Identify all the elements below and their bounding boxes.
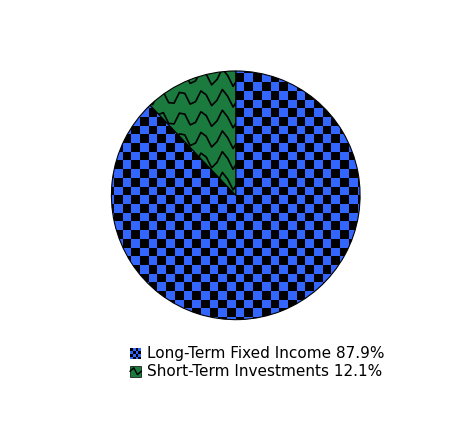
Bar — [138, 351, 141, 354]
Bar — [133, 348, 135, 351]
Bar — [133, 351, 135, 354]
Bar — [138, 357, 141, 359]
Bar — [130, 357, 133, 359]
Bar — [130, 348, 133, 351]
Bar — [133, 357, 135, 359]
Bar — [130, 354, 133, 357]
Bar — [135, 354, 138, 357]
Bar — [133, 354, 135, 357]
Wedge shape — [150, 71, 235, 195]
Bar — [138, 354, 141, 357]
Bar — [138, 348, 141, 351]
Text: Short-Term Investments 12.1%: Short-Term Investments 12.1% — [147, 364, 382, 379]
Text: Long-Term Fixed Income 87.9%: Long-Term Fixed Income 87.9% — [147, 346, 384, 361]
Bar — [135, 348, 138, 351]
Bar — [135, 351, 138, 354]
Bar — [130, 351, 133, 354]
Bar — [130, 366, 141, 377]
Bar — [135, 357, 138, 359]
